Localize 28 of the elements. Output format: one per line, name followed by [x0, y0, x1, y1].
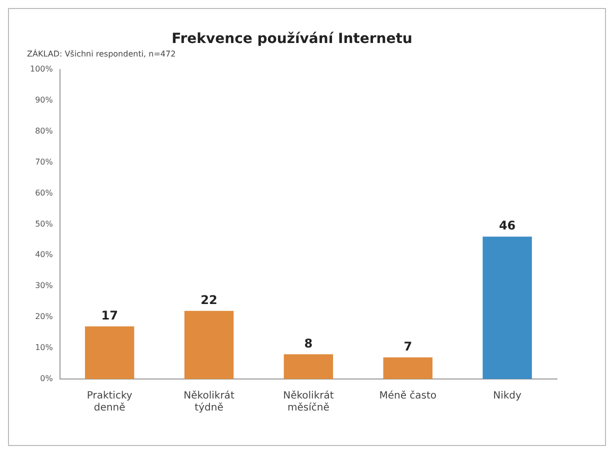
bar — [84, 326, 134, 379]
data-label: 17 — [101, 308, 118, 322]
x-tick-label: Prakticky denně — [86, 390, 132, 414]
x-tick-label: Několikrát týdně — [184, 390, 234, 414]
data-label: 8 — [304, 336, 313, 350]
bar — [284, 354, 334, 379]
y-tick-label: 60% — [35, 188, 54, 198]
bar — [383, 357, 432, 379]
y-tick-label: 50% — [35, 219, 54, 228]
data-label: 46 — [498, 218, 516, 233]
chart-subtitle: ZÁKLAD: Všichni respondenti, n=472 — [27, 48, 176, 59]
y-tick-label: 0% — [40, 374, 54, 384]
x-tick-label: Méně často — [379, 390, 437, 402]
y-tick-label: 70% — [35, 157, 54, 166]
y-tick-label: 80% — [35, 126, 54, 136]
x-tick-label: Nikdy — [493, 390, 522, 402]
x-tick-label: Několikrát měsíčně — [283, 390, 334, 414]
bar — [184, 310, 234, 379]
y-tick-label: 10% — [35, 343, 54, 352]
y-tick-label: 20% — [35, 312, 54, 322]
data-label: 7 — [404, 339, 412, 354]
y-tick-label: 100% — [30, 64, 54, 74]
data-label: 22 — [200, 293, 218, 308]
bar — [482, 236, 532, 379]
chart-title: Frekvence používání Internetu — [172, 31, 412, 48]
y-tick-label: 30% — [35, 281, 54, 290]
y-tick-label: 40% — [35, 250, 54, 260]
y-tick-label: 90% — [35, 95, 54, 104]
